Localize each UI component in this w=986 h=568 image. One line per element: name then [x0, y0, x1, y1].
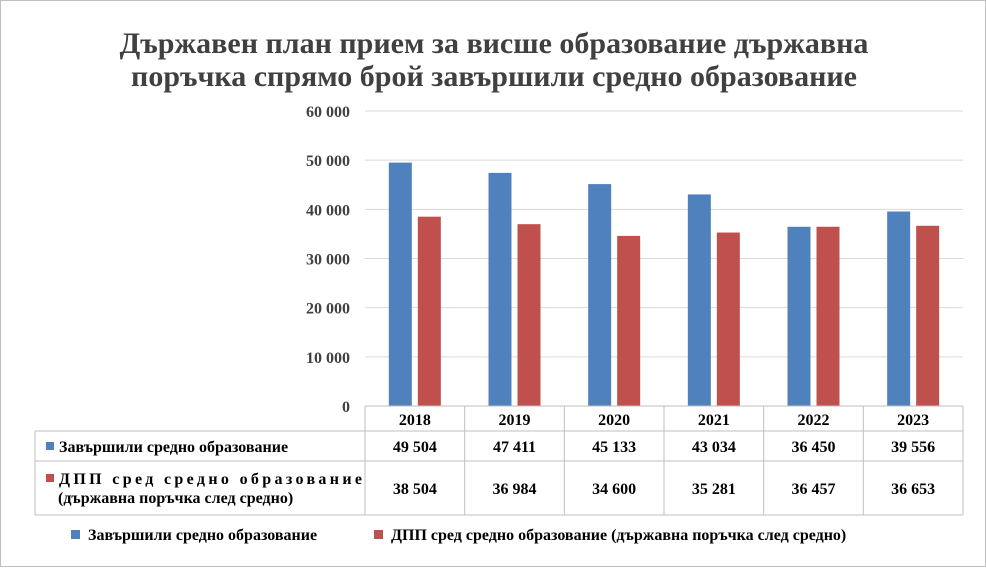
table-cell-value: 35 281	[692, 481, 736, 498]
table-cell-value: 49 504	[393, 439, 437, 456]
legend-label-state-order: ДПП сред средно образование (държавна по…	[391, 527, 846, 544]
bar-graduates-2022	[787, 226, 811, 406]
table-cell-value: 36 457	[792, 481, 836, 498]
table-row-label: ДПП сред средно образование	[59, 471, 362, 488]
table-legend-key-1	[46, 474, 54, 482]
y-tick-label: 0	[342, 399, 350, 416]
table-cell-value: 36 984	[493, 481, 537, 498]
bar-state-order-2018	[417, 216, 441, 406]
bar-graduates-2018	[388, 162, 412, 406]
chart-title-line: поръчка спрямо брой завършили средно обр…	[131, 60, 857, 93]
x-category-label: 2022	[798, 412, 830, 429]
table-legend-key-0	[46, 442, 54, 450]
bar-state-order-2023	[916, 225, 940, 406]
table-row-label: Завършили средно образование	[59, 439, 288, 456]
y-tick-label: 30 000	[306, 252, 350, 269]
table-cell-value: 38 504	[393, 481, 437, 498]
y-tick-label: 40 000	[306, 202, 350, 219]
x-category-label: 2023	[897, 412, 929, 429]
table-cell-value: 34 600	[592, 481, 636, 498]
bar-state-order-2022	[816, 226, 840, 406]
table-cell-value: 36 653	[891, 481, 935, 498]
table-cell-value: 47 411	[493, 439, 536, 456]
table-cell-value: 45 133	[592, 439, 636, 456]
x-category-label: 2020	[598, 412, 630, 429]
y-tick-label: 10 000	[306, 350, 350, 367]
table-row-label: (държавна поръчка след средно)	[58, 490, 293, 507]
bar-graduates-2021	[687, 194, 711, 406]
x-category-label: 2019	[499, 412, 531, 429]
y-tick-label: 50 000	[306, 153, 350, 170]
x-category-label: 2018	[399, 412, 431, 429]
table-cell-value: 43 034	[692, 439, 736, 456]
table-cell-value: 36 450	[792, 439, 836, 456]
bar-state-order-2019	[517, 224, 541, 406]
x-category-label: 2021	[698, 412, 730, 429]
y-tick-label: 20 000	[306, 301, 350, 318]
bar-graduates-2023	[887, 211, 911, 406]
bar-state-order-2021	[716, 232, 740, 406]
table-cell-value: 39 556	[891, 439, 935, 456]
bar-state-order-2020	[617, 235, 641, 406]
legend-label-graduates: Завършили средно образование	[88, 527, 317, 544]
chart-title-line: Държавен план прием за висше образование…	[120, 27, 869, 60]
bar-graduates-2019	[488, 172, 512, 406]
legend-swatch-graduates	[71, 530, 80, 539]
bar-graduates-2020	[588, 184, 612, 406]
y-tick-label: 60 000	[306, 104, 350, 121]
legend-swatch-state-order	[374, 530, 383, 539]
